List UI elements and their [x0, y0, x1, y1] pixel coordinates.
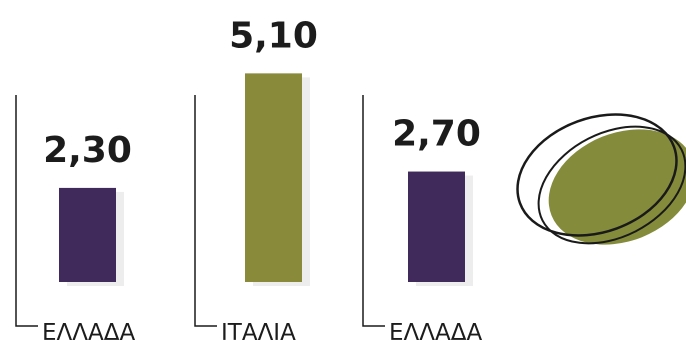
category-label: ΕΛΛΑΔΑ [42, 320, 135, 341]
bar [245, 73, 302, 282]
category-label: ΙΤΑΛΙΑ [221, 320, 296, 341]
axis-bracket [194, 95, 217, 327]
olive-icon [516, 113, 686, 245]
value-label: 2,30 [43, 130, 132, 171]
axis-bracket [15, 95, 38, 327]
value-label: 5,10 [229, 15, 318, 56]
bar [59, 187, 116, 282]
category-labels: ΕΛΛΑΔΑ ΙΤΑΛΙΑ ΕΛΛΑΔΑ [42, 320, 482, 341]
value-label: 2,70 [392, 114, 481, 155]
olive-outline-1 [516, 113, 678, 237]
axis-bracket [362, 95, 385, 327]
bars [59, 73, 473, 286]
olive-outline-2 [537, 125, 686, 245]
category-label: ΕΛΛΑΔΑ [389, 320, 482, 341]
bar [408, 171, 465, 282]
value-labels: 2,30 5,10 2,70 [43, 15, 481, 171]
axis-brackets [15, 95, 385, 327]
